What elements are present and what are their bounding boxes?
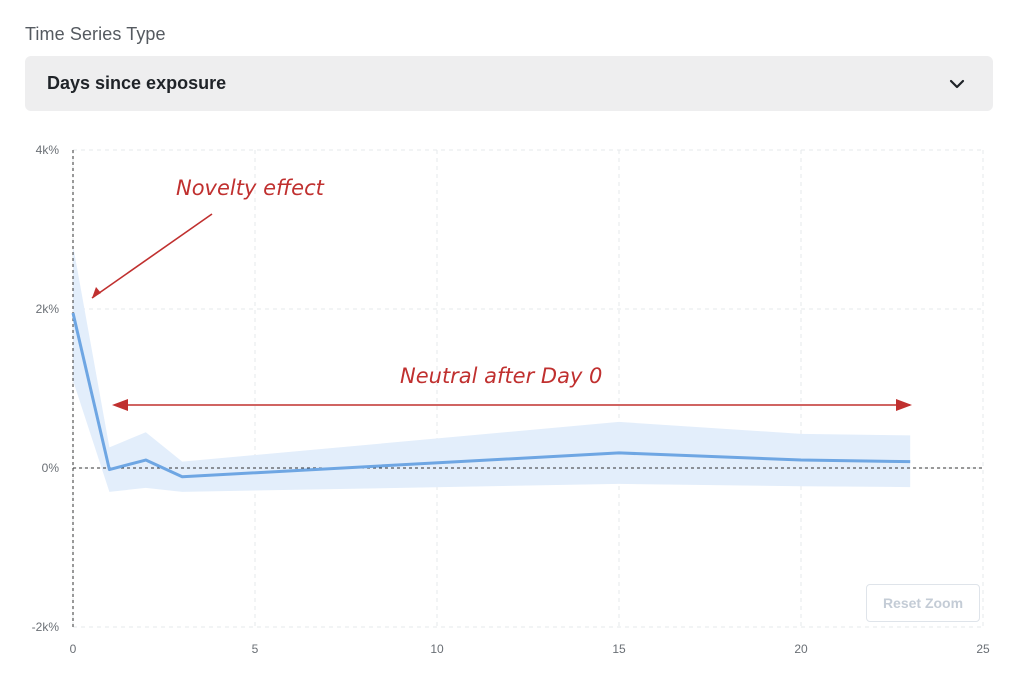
novelty-arrowhead <box>92 287 101 298</box>
x-tick-label: 15 <box>612 642 626 656</box>
neutral-arrowhead-right <box>896 399 912 411</box>
x-tick-label: 25 <box>976 642 990 656</box>
x-tick-label: 5 <box>252 642 259 656</box>
y-tick-label: 0% <box>42 461 60 475</box>
axis-ticks: 0 5 10 15 20 25 4k% 2k% 0% -2k% <box>32 143 990 656</box>
neutral-arrowhead-left <box>112 399 128 411</box>
reset-zoom-button[interactable]: Reset Zoom <box>866 584 980 622</box>
select-value: Days since exposure <box>47 73 227 93</box>
time-series-type-label: Time Series Type <box>25 24 166 44</box>
novelty-arrow <box>91 213 213 299</box>
y-tick-label: 4k% <box>36 143 60 157</box>
annotations: Novelty effect Neutral after Day 0 <box>91 176 912 411</box>
series-line <box>71 312 911 479</box>
chevron-down-icon <box>949 76 965 92</box>
neutral-annotation: Neutral after Day 0 <box>400 364 602 388</box>
x-tick-label: 20 <box>794 642 808 656</box>
time-series-type-select[interactable]: Days since exposure <box>25 56 993 111</box>
time-series-chart: 0 5 10 15 20 25 4k% 2k% 0% -2k% Novelty effect Ne… <box>32 143 990 656</box>
grid <box>72 149 984 628</box>
x-tick-label: 10 <box>430 642 444 656</box>
x-tick-label: 0 <box>70 642 77 656</box>
y-tick-label: -2k% <box>32 620 60 634</box>
confidence-band <box>73 245 911 492</box>
novelty-effect-annotation: Novelty effect <box>176 176 325 200</box>
y-tick-label: 2k% <box>36 302 60 316</box>
